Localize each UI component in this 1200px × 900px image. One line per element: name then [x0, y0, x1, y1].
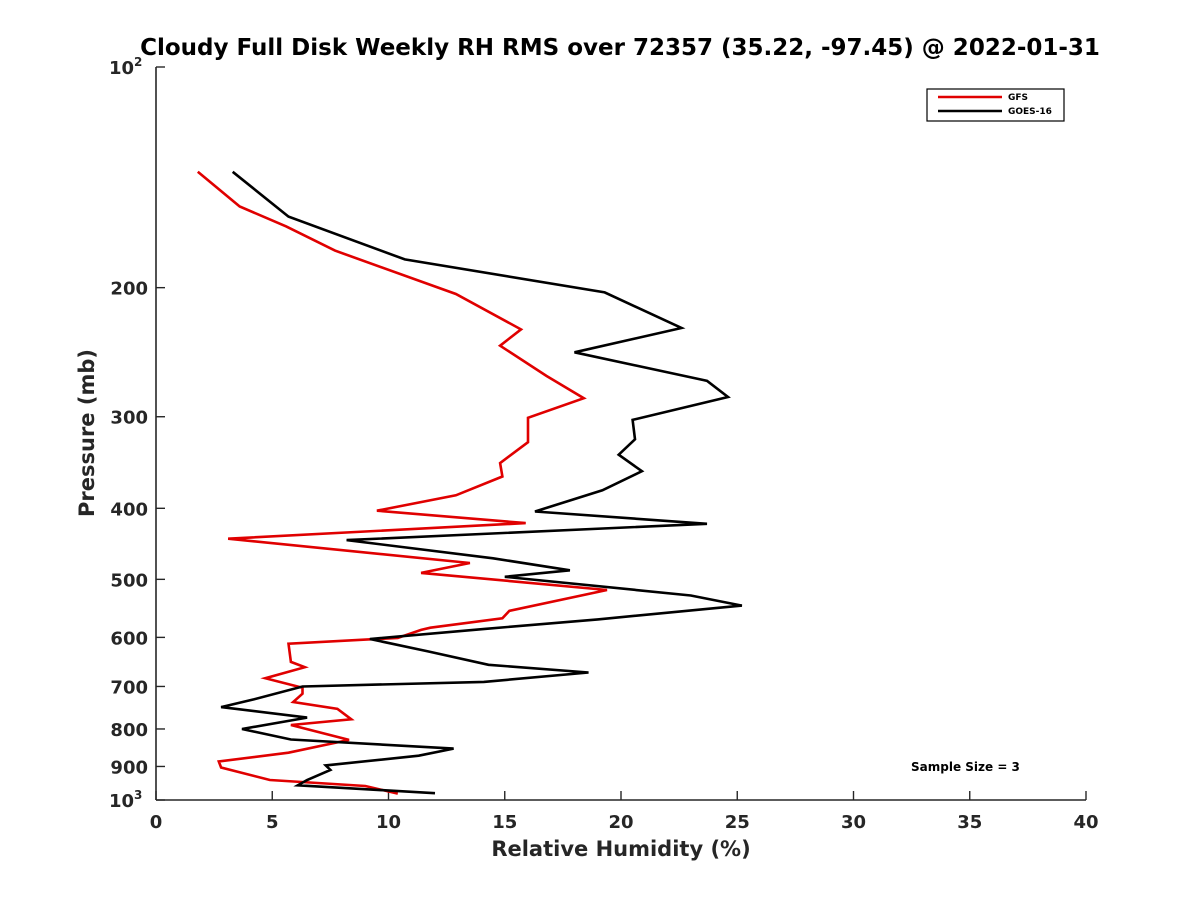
x-tick-label: 35	[957, 812, 982, 833]
sample-size-annotation: Sample Size = 3	[911, 760, 1020, 774]
y-tick-label: 200	[110, 279, 148, 300]
x-tick-label: 30	[841, 812, 866, 833]
y-tick-label: 400	[110, 499, 148, 520]
chart-title: Cloudy Full Disk Weekly RH RMS over 7235…	[140, 35, 1100, 61]
series-layer	[196, 170, 743, 795]
x-tick-label: 25	[725, 812, 750, 833]
plot-frame	[155, 67, 1086, 801]
y-tick-exponent: 3	[134, 788, 142, 802]
y-axis-label: Pressure (mb)	[75, 349, 99, 517]
series-line-goes16	[220, 170, 743, 795]
x-tick-label: 0	[150, 812, 163, 833]
legend-box	[926, 88, 1065, 122]
y-tick-label: 10	[109, 791, 134, 812]
y-tick-label: 500	[110, 570, 148, 591]
series-line-gfs	[196, 170, 608, 795]
x-tick-label: 40	[1073, 812, 1098, 833]
y-tick-label: 10	[109, 58, 134, 79]
y-tick-label: 300	[110, 408, 148, 429]
x-tick-label: 20	[608, 812, 633, 833]
y-tick-label: 700	[110, 677, 148, 698]
legend-label-gfs: GFS	[1008, 93, 1028, 103]
y-tick-label: 800	[110, 720, 148, 741]
x-tick-label: 10	[376, 812, 401, 833]
legend: GFS GOES-16	[926, 88, 1065, 122]
y-tick-exponent: 2	[134, 55, 142, 69]
x-ticks: 0 5 10 15 20 25 30 35 40	[150, 791, 1099, 833]
x-tick-label: 15	[492, 812, 517, 833]
x-tick-label: 5	[266, 812, 279, 833]
legend-label-goes16: GOES-16	[1008, 107, 1052, 117]
x-axis-label: Relative Humidity (%)	[491, 837, 750, 861]
y-tick-label: 900	[110, 757, 148, 778]
y-tick-label: 600	[110, 628, 148, 649]
